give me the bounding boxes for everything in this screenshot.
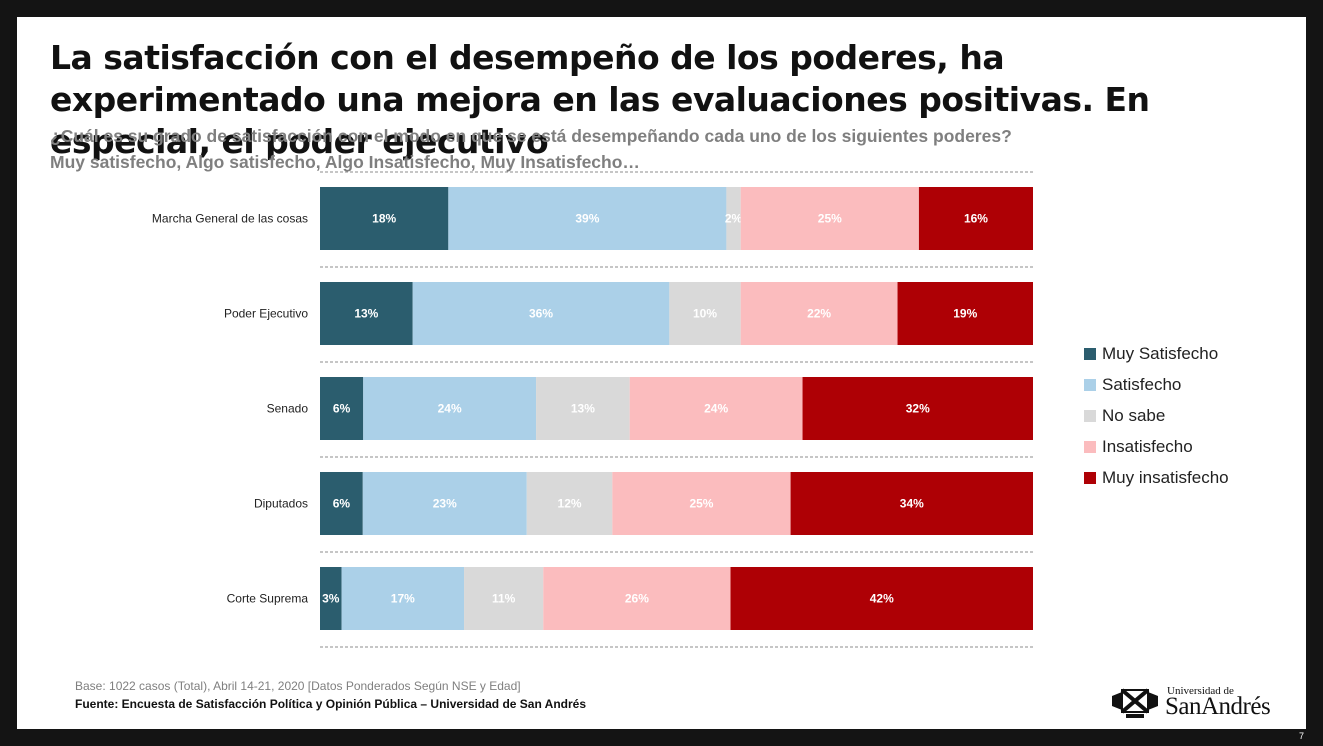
data-label: 22% bbox=[807, 307, 831, 321]
bar-segment bbox=[669, 282, 741, 345]
page-number: 7 bbox=[1299, 731, 1305, 741]
bar-segment bbox=[320, 187, 449, 250]
legend-item: Insatisfecho bbox=[1084, 431, 1229, 462]
data-label: 10% bbox=[693, 307, 717, 321]
bar-segment bbox=[740, 282, 898, 345]
data-label: 19% bbox=[953, 307, 977, 321]
data-label: 23% bbox=[433, 497, 457, 511]
bar-segment bbox=[363, 377, 537, 440]
bar-segment bbox=[897, 282, 1033, 345]
bar-segment bbox=[802, 377, 1033, 440]
data-label: 25% bbox=[818, 212, 842, 226]
legend-swatch bbox=[1084, 347, 1096, 360]
data-label: 26% bbox=[625, 592, 649, 606]
subtitle-question: ¿Cuál es su grado de satisfacción con el… bbox=[50, 126, 1012, 146]
bar-segment bbox=[526, 472, 613, 535]
bar-segment bbox=[412, 282, 670, 345]
logo-small-text: Universidad de bbox=[1167, 685, 1234, 697]
bar-segment bbox=[740, 187, 919, 250]
slide-title: La satisfacción con el desempeño de los … bbox=[50, 38, 1150, 161]
category-label: Senado bbox=[267, 402, 309, 416]
data-label: 39% bbox=[575, 212, 599, 226]
bar-segment bbox=[464, 567, 544, 630]
bar-segment bbox=[790, 472, 1033, 535]
bar-segment bbox=[362, 472, 527, 535]
data-label: 3% bbox=[322, 592, 340, 606]
bar-segment bbox=[543, 567, 731, 630]
crest-icon bbox=[1112, 688, 1158, 718]
legend-label: No sabe bbox=[1102, 405, 1166, 425]
data-label: 24% bbox=[704, 402, 728, 416]
bar-segment bbox=[612, 472, 791, 535]
legend-swatch bbox=[1084, 471, 1096, 484]
chart-legend: Muy Satisfecho Satisfecho No sabe Insatisfe… bbox=[1084, 338, 1229, 493]
data-label: 42% bbox=[870, 592, 894, 606]
data-label: 24% bbox=[438, 402, 462, 416]
category-label: Corte Suprema bbox=[227, 592, 309, 606]
bar-segment bbox=[320, 472, 363, 535]
legend-item: Muy Satisfecho bbox=[1084, 338, 1229, 369]
data-label: 17% bbox=[391, 592, 415, 606]
bar-segment bbox=[726, 187, 741, 250]
data-label: 18% bbox=[372, 212, 396, 226]
legend-label: Muy insatisfecho bbox=[1102, 467, 1229, 487]
category-label: Marcha General de las cosas bbox=[152, 212, 308, 226]
data-label: 13% bbox=[571, 402, 595, 416]
stacked-bar-chart: Marcha General de las cosas 18% 39% 2% 25% 16… bbox=[152, 171, 1033, 648]
bar-segment bbox=[536, 377, 630, 440]
legend-item: Satisfecho bbox=[1084, 369, 1229, 400]
bar-segment bbox=[629, 377, 803, 440]
bar-segment bbox=[320, 567, 342, 630]
legend-swatch bbox=[1084, 409, 1096, 422]
data-label: 16% bbox=[964, 212, 988, 226]
category-label: Diputados bbox=[254, 497, 308, 511]
data-label: 32% bbox=[906, 402, 930, 416]
slide: La satisfacción con el desempeño de los … bbox=[17, 17, 1306, 729]
legend-swatch bbox=[1084, 440, 1096, 453]
category-label: Poder Ejecutivo bbox=[224, 307, 308, 321]
data-label: 2% bbox=[725, 212, 743, 226]
bar-segment bbox=[320, 377, 364, 440]
bar-segment bbox=[730, 567, 1033, 630]
legend-label: Insatisfecho bbox=[1102, 436, 1193, 456]
data-label: 11% bbox=[492, 592, 516, 606]
legend-label: Satisfecho bbox=[1102, 374, 1182, 394]
data-label: 36% bbox=[529, 307, 553, 321]
bar-segment bbox=[320, 282, 413, 345]
subtitle-options: Muy satisfecho, Algo satisfecho, Algo In… bbox=[50, 152, 640, 172]
footer-source: Fuente: Encuesta de Satisfacción Polític… bbox=[75, 697, 587, 711]
bar-segment bbox=[341, 567, 465, 630]
legend-swatch bbox=[1084, 378, 1096, 391]
data-label: 6% bbox=[333, 402, 351, 416]
bar-segment bbox=[448, 187, 727, 250]
legend-label: Muy Satisfecho bbox=[1102, 343, 1219, 363]
data-label: 34% bbox=[900, 497, 924, 511]
logo-big-text: SanAndrés bbox=[1165, 693, 1271, 720]
data-label: 6% bbox=[333, 497, 351, 511]
footer-base: Base: 1022 casos (Total), Abril 14-21, 2… bbox=[75, 679, 521, 693]
data-label: 13% bbox=[354, 307, 378, 321]
data-label: 12% bbox=[558, 497, 582, 511]
bar-segment bbox=[918, 187, 1033, 250]
data-label: 25% bbox=[689, 497, 713, 511]
legend-item: Muy insatisfecho bbox=[1084, 462, 1229, 493]
legend-item: No sabe bbox=[1084, 400, 1229, 431]
